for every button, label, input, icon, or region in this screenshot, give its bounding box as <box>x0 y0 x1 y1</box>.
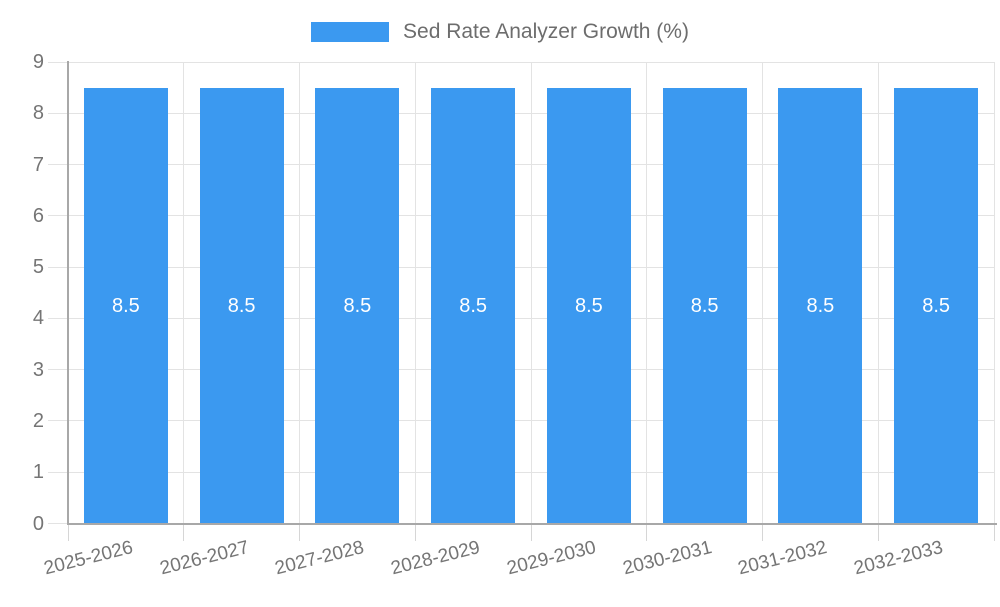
bar[interactable] <box>431 87 516 524</box>
v-gridline <box>762 62 763 524</box>
y-axis-tick-label: 1 <box>32 461 44 484</box>
h-gridline <box>48 112 994 114</box>
bar[interactable] <box>83 87 168 524</box>
v-gridline <box>993 62 995 524</box>
y-axis-tick-label: 3 <box>32 358 44 381</box>
chart-legend[interactable]: Sed Rate Analyzer Growth (%) <box>0 20 1000 44</box>
x-axis-category-label: 2032-2033 <box>851 537 946 580</box>
x-tick <box>762 524 763 541</box>
legend-swatch-icon <box>311 22 390 42</box>
h-gridline <box>48 369 994 371</box>
bar-value-label: 8.5 <box>574 294 603 317</box>
legend-label: Sed Rate Analyzer Growth (%) <box>403 20 689 43</box>
v-gridline <box>530 62 532 524</box>
bar-value-label: 8.5 <box>922 294 951 317</box>
v-gridline <box>646 62 648 524</box>
bar-value-label: 8.5 <box>343 294 372 317</box>
bar[interactable] <box>662 87 747 524</box>
v-gridline <box>414 62 416 524</box>
v-gridline <box>877 62 879 524</box>
bar[interactable] <box>546 87 631 524</box>
h-gridline <box>48 266 994 268</box>
y-axis-tick-label: 8 <box>32 102 44 125</box>
y-axis-tick-label: 9 <box>32 51 44 73</box>
y-axis-tick-label: 5 <box>32 256 44 279</box>
x-tick <box>414 524 416 541</box>
h-gridline <box>48 317 994 319</box>
x-tick <box>993 524 995 541</box>
bar-value-label: 8.5 <box>459 294 488 317</box>
y-axis-tick-label: 0 <box>32 512 44 535</box>
h-gridline <box>48 215 994 217</box>
x-tick <box>299 524 300 541</box>
x-tick <box>646 524 648 541</box>
y-axis-line <box>66 61 69 525</box>
h-gridline <box>48 471 994 473</box>
bar-value-label: 8.5 <box>806 294 835 317</box>
y-axis-tick-label: 6 <box>32 204 44 227</box>
bar[interactable] <box>199 87 284 524</box>
v-gridline <box>299 62 300 524</box>
h-gridline <box>48 164 994 166</box>
v-gridline <box>183 62 185 524</box>
y-axis-tick-label: 7 <box>32 153 44 176</box>
h-gridline <box>48 61 994 63</box>
h-gridline <box>48 420 994 422</box>
x-tick <box>183 524 185 541</box>
x-tick <box>67 524 69 541</box>
x-tick <box>530 524 532 541</box>
x-tick <box>877 524 879 541</box>
bar[interactable] <box>778 87 863 524</box>
bar[interactable] <box>315 87 400 524</box>
bar-value-label: 8.5 <box>111 294 140 317</box>
y-axis-tick-label: 2 <box>32 409 44 432</box>
bar[interactable] <box>894 87 979 524</box>
bar-value-label: 8.5 <box>227 294 256 317</box>
x-axis-line <box>66 522 997 525</box>
y-axis-tick-label: 4 <box>32 307 44 330</box>
bar-value-label: 8.5 <box>690 294 719 317</box>
